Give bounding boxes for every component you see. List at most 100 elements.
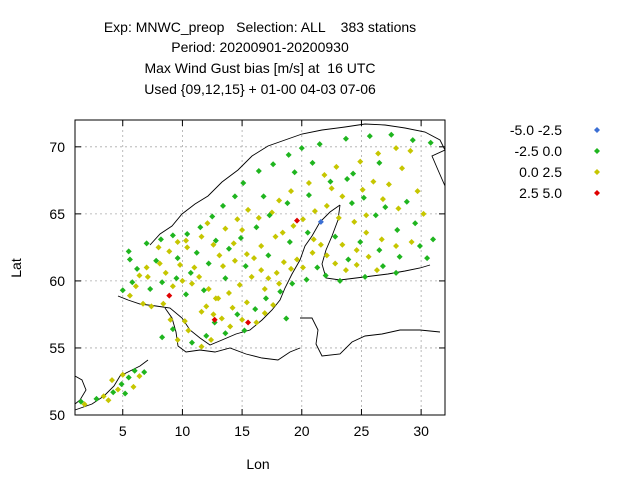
legend-marker xyxy=(594,169,600,175)
station-point xyxy=(396,253,403,260)
station-point xyxy=(239,316,246,323)
station-point xyxy=(252,306,259,313)
station-point xyxy=(299,264,306,271)
station-point xyxy=(185,327,192,334)
station-point xyxy=(255,214,262,221)
station-point xyxy=(155,244,162,251)
station-point xyxy=(378,236,385,243)
y-tick-label: 55 xyxy=(49,340,65,356)
station-point xyxy=(211,316,218,323)
station-point xyxy=(408,239,415,246)
station-point xyxy=(255,167,262,174)
station-point xyxy=(286,239,293,246)
legend-marker xyxy=(594,190,600,196)
station-point xyxy=(360,194,367,201)
station-point xyxy=(277,288,284,295)
station-point xyxy=(187,269,194,276)
x-axis-label: Lon xyxy=(246,456,269,472)
station-point xyxy=(357,239,364,246)
station-point xyxy=(242,263,249,270)
station-point xyxy=(191,264,198,271)
station-point xyxy=(167,316,174,323)
station-point xyxy=(209,213,216,220)
station-point xyxy=(385,181,392,188)
station-point xyxy=(321,171,328,178)
station-point xyxy=(288,188,295,195)
station-point xyxy=(174,336,181,343)
title-line-3: Max Wind Gust bias [m/s] at 16 UTC xyxy=(144,60,376,76)
station-point xyxy=(424,255,431,262)
station-point xyxy=(231,193,238,200)
station-point xyxy=(253,224,260,231)
station-point xyxy=(260,193,267,200)
station-point xyxy=(159,334,166,341)
station-point xyxy=(183,291,189,298)
legend-label: 2.5 5.0 xyxy=(519,185,562,201)
station-point xyxy=(376,159,383,166)
station-point xyxy=(393,243,400,250)
station-point xyxy=(212,295,219,302)
station-point xyxy=(231,257,238,264)
station-point xyxy=(240,180,247,187)
station-point xyxy=(245,206,252,213)
station-point xyxy=(345,256,352,263)
station-point xyxy=(210,241,217,248)
station-point xyxy=(241,327,248,334)
station-point xyxy=(125,248,132,255)
station-point xyxy=(243,299,250,306)
station-point xyxy=(288,265,295,272)
station-point xyxy=(309,249,316,256)
station-point xyxy=(110,389,117,396)
station-point xyxy=(344,176,351,182)
title-line-4: Used {09,12,15} + 01-00 04-03 07-06 xyxy=(144,81,376,97)
station-point xyxy=(81,401,88,408)
coastline-netherlands xyxy=(74,359,149,411)
station-point xyxy=(309,159,316,166)
station-point xyxy=(225,289,232,296)
station-point xyxy=(332,260,339,267)
station-point xyxy=(379,263,386,270)
station-point xyxy=(196,273,203,280)
station-point xyxy=(166,292,173,299)
station-point xyxy=(166,248,173,255)
station-point xyxy=(283,315,290,322)
station-point xyxy=(183,237,189,244)
y-axis-ticks: 50 55 60 65 70 xyxy=(49,139,445,423)
station-point xyxy=(160,300,167,307)
station-point xyxy=(114,386,121,393)
station-point xyxy=(382,204,389,211)
station-point xyxy=(136,272,143,279)
station-point xyxy=(265,275,272,282)
station-point xyxy=(174,239,181,246)
station-point xyxy=(237,235,244,241)
station-point xyxy=(279,229,286,236)
station-point xyxy=(416,243,423,250)
station-point xyxy=(412,220,419,227)
station-point xyxy=(350,170,357,177)
coastline-norway-sweden-finland xyxy=(149,123,446,246)
station-point xyxy=(251,255,258,262)
station-point xyxy=(262,295,269,302)
station-point xyxy=(130,383,137,390)
station-point xyxy=(147,285,154,292)
station-point xyxy=(140,300,147,307)
station-point xyxy=(141,369,148,376)
legend-marker xyxy=(594,127,600,133)
station-point xyxy=(188,280,195,287)
station-point xyxy=(157,236,164,243)
station-point xyxy=(220,202,226,209)
station-point xyxy=(342,267,349,274)
station-point xyxy=(322,272,329,279)
station-point xyxy=(122,390,129,397)
legend-label: 0.0 2.5 xyxy=(519,164,562,180)
station-point xyxy=(169,326,176,333)
station-point xyxy=(394,226,401,233)
station-point xyxy=(222,225,229,232)
station-point xyxy=(359,186,366,193)
station-point xyxy=(132,283,139,290)
station-point xyxy=(310,236,317,243)
station-point xyxy=(243,251,250,258)
y-tick-label: 70 xyxy=(49,139,65,155)
station-point xyxy=(332,233,339,240)
station-point xyxy=(333,163,340,170)
